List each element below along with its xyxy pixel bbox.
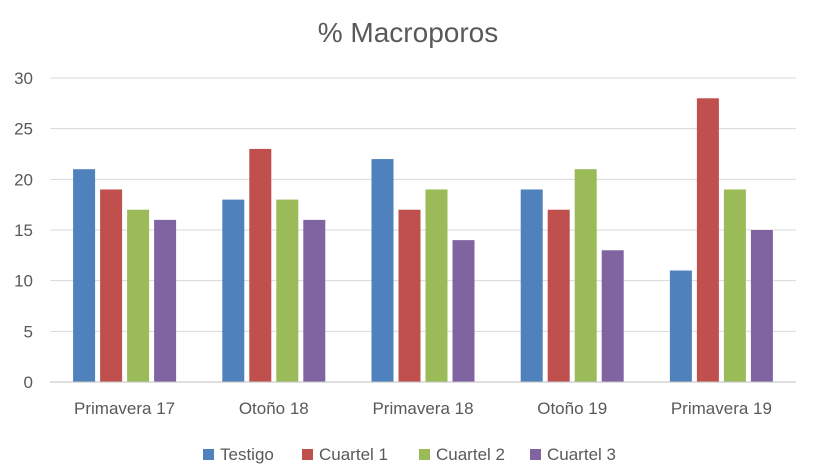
y-tick-label: 15 [14, 221, 33, 240]
bar [696, 98, 719, 383]
x-category-label: Otoño 19 [537, 399, 607, 418]
bar [371, 159, 394, 382]
bar [73, 169, 96, 382]
bar [452, 240, 475, 382]
y-tick-label: 30 [14, 69, 33, 88]
legend-swatch [302, 449, 313, 460]
bar [425, 189, 448, 382]
bar [127, 209, 150, 382]
x-category-label: Primavera 18 [372, 399, 473, 418]
legend-label: Cuartel 2 [436, 445, 505, 464]
x-axis-categories: Primavera 17 Otoño 18 Primavera 18 Otoño 19… [74, 399, 772, 418]
bar [303, 219, 326, 382]
x-category-label: Primavera 19 [671, 399, 772, 418]
y-tick-label: 25 [14, 120, 33, 139]
bar [249, 148, 272, 382]
bar [154, 219, 177, 382]
y-tick-label: 0 [24, 373, 33, 392]
bar [601, 250, 624, 382]
bar [547, 209, 570, 382]
bar [222, 199, 245, 382]
legend-swatch [530, 449, 541, 460]
bar [723, 189, 746, 382]
bar [574, 169, 597, 382]
legend-label: Cuartel 1 [319, 445, 388, 464]
y-tick-label: 10 [14, 272, 33, 291]
legend-swatch [419, 449, 430, 460]
y-tick-label: 5 [24, 322, 33, 341]
y-tick-label: 20 [14, 170, 33, 189]
bar [398, 209, 421, 382]
bars [73, 98, 773, 383]
bar [276, 199, 299, 382]
chart-title: % Macroporos [318, 17, 499, 48]
legend-label: Testigo [220, 445, 274, 464]
bar [520, 189, 543, 382]
x-category-label: Otoño 18 [239, 399, 309, 418]
bar [750, 230, 773, 382]
x-category-label: Primavera 17 [74, 399, 175, 418]
legend-label: Cuartel 3 [547, 445, 616, 464]
y-axis-ticks: 0 5 10 15 20 25 30 [14, 69, 33, 392]
legend-swatch [203, 449, 214, 460]
bar [669, 270, 692, 382]
bar [100, 189, 123, 382]
legend: Testigo Cuartel 1 Cuartel 2 Cuartel 3 [203, 445, 616, 464]
